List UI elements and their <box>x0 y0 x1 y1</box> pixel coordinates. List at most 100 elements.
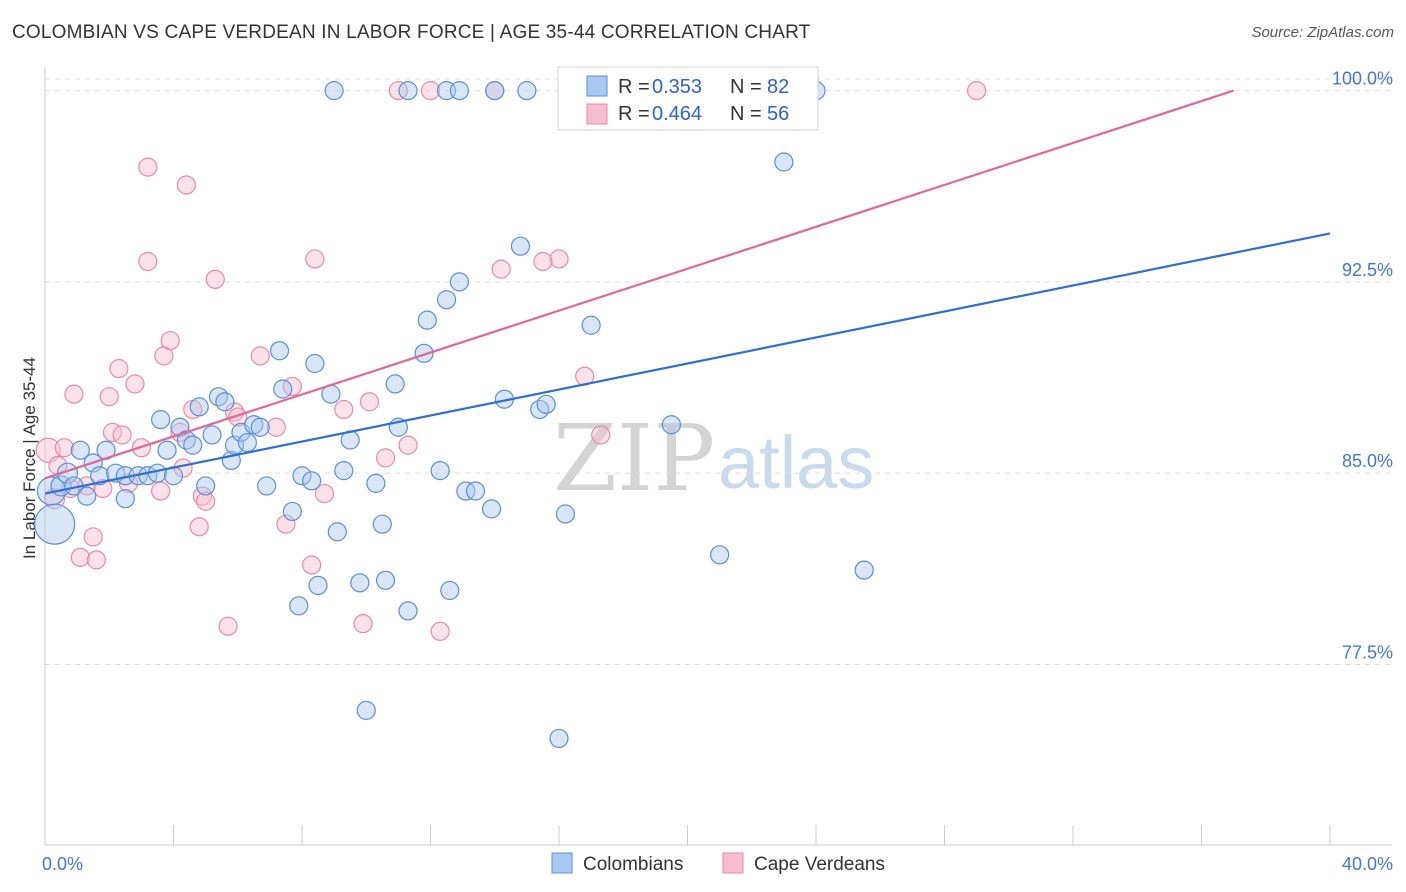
x-tick-label: 0.0% <box>42 854 83 874</box>
y-tick-label: 100.0% <box>1332 69 1393 89</box>
colombian-point <box>710 545 730 565</box>
grid <box>45 78 1390 665</box>
colombian-point <box>334 461 354 481</box>
cape-verdean-point <box>189 517 209 537</box>
colombian-point <box>456 481 476 501</box>
colombian-point <box>202 425 222 445</box>
legend-n-label-2: N = <box>730 103 762 125</box>
legend-r-label-1: R = <box>618 76 650 98</box>
series-legend: Colombians Cape Verdeans <box>551 852 885 875</box>
colombian-point <box>449 272 470 292</box>
colombian-point <box>183 435 203 455</box>
colombian-point <box>208 387 229 407</box>
legend-n-label-1: N = <box>730 76 762 98</box>
colombian-point <box>661 415 682 435</box>
colombian-point <box>282 501 302 522</box>
colombian-point <box>372 514 392 534</box>
cape-verdean-point <box>218 616 238 636</box>
series-legend-colombians-swatch <box>551 852 573 874</box>
legend-r-value-1: 0.353 <box>652 76 702 98</box>
cape-verdean-point <box>334 399 354 420</box>
cape-verdean-point <box>302 555 322 575</box>
cape-verdean-point <box>99 387 119 407</box>
cape-verdean-point <box>314 483 335 504</box>
colombian-point <box>555 504 576 524</box>
colombian-point <box>536 394 556 414</box>
colombian-point <box>302 471 322 491</box>
colombian-point <box>273 379 293 399</box>
colombian-point <box>237 432 257 453</box>
trend-lines <box>44 89 1331 495</box>
cape-verdean-point <box>83 527 103 547</box>
cape-verdean-point <box>228 407 248 427</box>
tick-labels: 77.5% 85.0% 92.5% 100.0% 0.0% 40.0% <box>42 69 1393 874</box>
cape-verdean-point <box>86 550 107 570</box>
series-legend-cape-verdeans-swatch <box>722 852 744 874</box>
colombian-point <box>385 374 405 394</box>
cape-verdean-point <box>205 269 225 289</box>
cape-verdean-point <box>70 547 90 567</box>
colombian-point <box>327 522 347 542</box>
cape-verdean-point <box>420 81 441 101</box>
colombian-point <box>324 81 344 101</box>
colombian-point <box>196 476 216 496</box>
colombian-point <box>215 392 235 412</box>
chart-title: COLOMBIAN VS CAPE VERDEAN IN LABOR FORCE… <box>12 22 811 43</box>
cape-verdean-point <box>224 402 245 422</box>
legend-r-label-2: R = <box>618 103 650 125</box>
colombian-point <box>398 81 418 101</box>
colombian-point <box>510 236 531 256</box>
cape-verdean-point <box>359 392 380 412</box>
colombian-point <box>90 466 110 486</box>
colombian-point <box>481 499 502 519</box>
y-tick-label: 85.0% <box>1342 451 1393 471</box>
colombian-point <box>436 290 457 310</box>
cape-verdean-point <box>125 374 145 394</box>
cape-verdean-point <box>491 259 511 279</box>
cape-verdean-point <box>305 249 325 269</box>
series-legend-colombians-label: Colombians <box>583 854 683 875</box>
cape-verdeans-swatch <box>586 103 608 125</box>
cape-verdean-point <box>93 478 113 499</box>
y-tick-label: 92.5% <box>1342 260 1393 280</box>
colombians-swatch <box>586 75 608 97</box>
series-legend-cape-verdeans-label: Cape Verdeans <box>754 854 885 875</box>
colombian-point <box>289 596 309 616</box>
legend-n-value-2: 56 <box>767 103 789 125</box>
cape-verdean-point <box>388 81 408 101</box>
colombian-point <box>414 343 434 363</box>
cape-verdean-point <box>109 359 129 379</box>
colombian-point <box>250 417 270 437</box>
colombian-point <box>77 486 97 506</box>
source-label: Source: ZipAtlas.com <box>1251 24 1394 41</box>
colombian-point <box>581 315 601 335</box>
cape-verdean-point <box>112 425 132 445</box>
colombian-point <box>305 353 325 374</box>
y-tick-label: 77.5% <box>1342 642 1393 662</box>
cape-verdeans-points <box>35 81 987 641</box>
cape-verdean-point <box>250 346 270 366</box>
cape-verdean-point <box>138 157 158 177</box>
colombian-point <box>34 503 76 545</box>
colombian-point <box>398 601 418 621</box>
cape-verdean-point <box>591 425 611 445</box>
axes <box>44 67 1392 846</box>
colombian-point <box>549 728 569 749</box>
cape-verdean-point <box>151 481 171 501</box>
cape-verdean-point <box>64 384 84 404</box>
colombian-point <box>269 341 290 361</box>
colombian-point <box>465 481 486 501</box>
cape-verdean-point <box>533 251 553 272</box>
colombian-point <box>257 476 277 496</box>
colombian-point <box>157 440 177 460</box>
colombian-point <box>189 397 209 417</box>
cape-verdean-point <box>138 251 158 272</box>
colombian-point <box>292 466 312 486</box>
watermark-zip: ZIP <box>553 405 715 512</box>
cape-verdean-point <box>54 438 74 458</box>
cape-verdean-point <box>549 249 569 269</box>
colombian-point <box>350 573 370 593</box>
colombian-point <box>356 700 376 720</box>
colombian-point <box>366 473 386 493</box>
